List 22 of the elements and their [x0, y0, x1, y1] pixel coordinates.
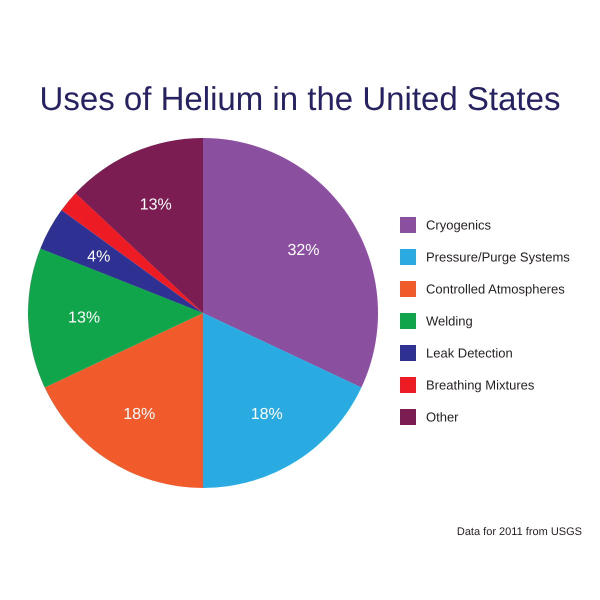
- pie-slice: [61, 193, 203, 313]
- pie-slice: [28, 248, 203, 388]
- legend-label: Welding: [426, 314, 473, 329]
- data-label: 18%: [123, 406, 156, 424]
- pie-slice: [40, 210, 203, 313]
- data-label: 4%: [87, 248, 110, 266]
- pie-slice: [203, 313, 362, 488]
- chart-title: Uses of Helium in the United States: [40, 80, 560, 117]
- data-label: 13%: [140, 196, 172, 214]
- pie-slice: [44, 313, 203, 488]
- legend-label: Other: [426, 410, 460, 425]
- legend-label: Controlled Atmospheres: [426, 282, 566, 297]
- data-label: 18%: [250, 406, 283, 424]
- data-label: 13%: [68, 309, 100, 326]
- legend-label: Cryogenics: [426, 218, 492, 233]
- data-label: 32%: [287, 242, 320, 259]
- legend-label: Pressure/Purge Systems: [426, 250, 570, 265]
- pie-slice: [75, 138, 203, 313]
- legend-label: Leak Detection: [426, 346, 513, 361]
- legend-label: Breathing Mixtures: [426, 378, 535, 393]
- pie-slice: [203, 138, 378, 388]
- text: Data for 2011 from USGS: [456, 526, 582, 538]
